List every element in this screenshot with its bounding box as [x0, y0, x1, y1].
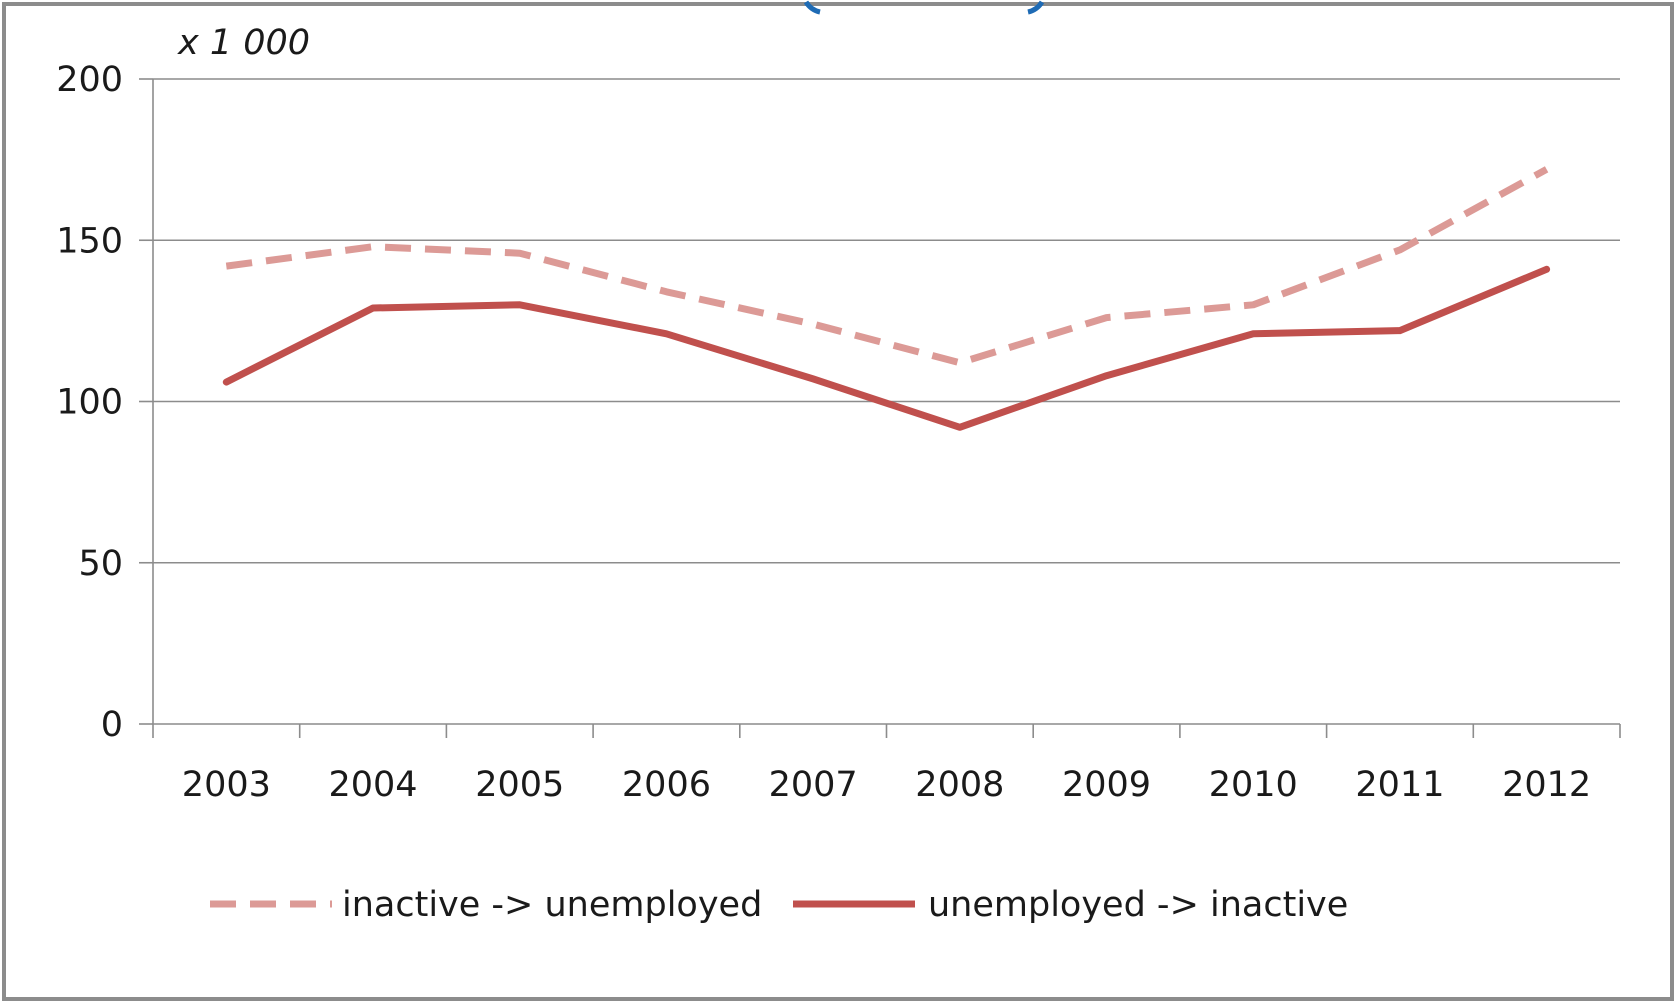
x-tick-label-2005: 2005 [475, 765, 564, 805]
series-line-1 [222, 265, 1551, 431]
legend-label-1: unemployed -> inactive [928, 885, 1348, 925]
y-tick-label: 200 [56, 60, 123, 100]
x-tick-label-2004: 2004 [329, 765, 418, 805]
y-tick-label: 150 [56, 221, 123, 261]
y-tick-label: 0 [101, 705, 123, 745]
series [222, 166, 1551, 431]
series-line-0 [225, 166, 1549, 367]
x-tick-label-2011: 2011 [1355, 765, 1444, 805]
top-clipped-mark [803, 0, 1045, 15]
y-tick-label: 100 [56, 383, 123, 423]
gridlines [153, 78, 1620, 564]
x-tick-label-2012: 2012 [1502, 765, 1591, 805]
y-tick-label: 50 [78, 544, 123, 584]
x-tick-label-2010: 2010 [1209, 765, 1298, 805]
x-tick-label-2009: 2009 [1062, 765, 1151, 805]
x-tick-label-2008: 2008 [915, 765, 1004, 805]
x-tick-label-2007: 2007 [769, 765, 858, 805]
legend-label-0: inactive -> unemployed [342, 885, 762, 925]
legend: inactive -> unemployed unemployed -> inac… [210, 885, 1348, 925]
x-tick-label-2003: 2003 [182, 765, 271, 805]
x-tick-label-2006: 2006 [622, 765, 711, 805]
unit-label: x 1 000 [177, 23, 310, 63]
axes: 0 50 100 150 200 2003 2004 2005 2006 2007 2008 2009… [56, 60, 1621, 805]
